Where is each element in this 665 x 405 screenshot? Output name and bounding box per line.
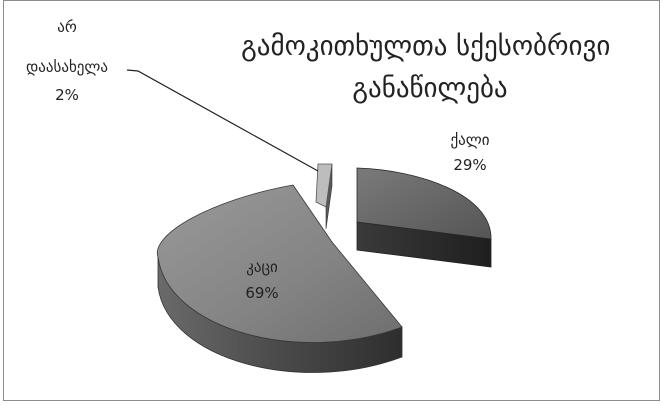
leader-line <box>126 69 319 172</box>
pie-slice-male <box>156 184 403 373</box>
pie-slice-female <box>356 167 492 268</box>
slice-label-not-specified-line-2: დაასახელა <box>26 58 108 76</box>
slice-label-male-value: 69% <box>245 284 278 302</box>
slice-label-not-specified-line-1: არ <box>57 18 77 36</box>
slice-label-female-name: ქალი <box>450 131 489 149</box>
pie-slice-male-top <box>156 184 403 343</box>
slice-label-female-value: 29% <box>453 156 486 174</box>
chart-title-line-1: გამოკითხულთა სქესობრივი <box>241 31 610 62</box>
slice-label-not-specified-value: 2% <box>55 86 79 104</box>
pie-slice-female-top <box>356 167 492 240</box>
chart-title-line-2: განაწილება <box>352 73 507 104</box>
pie-slice-not-specified-top <box>315 163 333 208</box>
pie-slice-not-specified <box>315 163 333 230</box>
chart-title: გამოკითხულთა სქესობრივი განაწილება <box>241 31 619 104</box>
slice-label-male-name: კაცი <box>246 258 278 276</box>
